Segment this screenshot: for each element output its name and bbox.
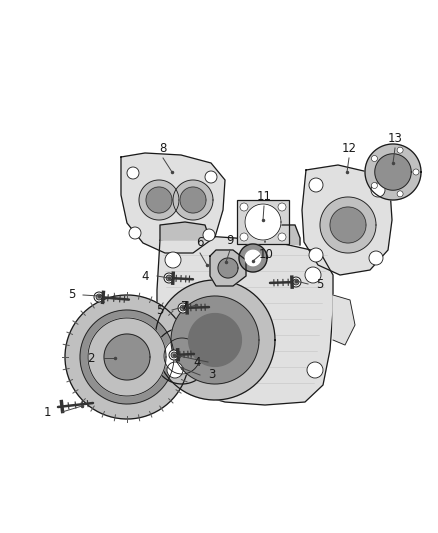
Circle shape [167,362,183,378]
Polygon shape [157,235,333,405]
Text: 5: 5 [68,288,76,302]
Text: 6: 6 [196,237,204,249]
Text: 10: 10 [258,248,273,262]
Polygon shape [375,154,411,190]
Circle shape [278,233,286,241]
Text: 5: 5 [156,303,164,317]
Circle shape [309,178,323,192]
Circle shape [129,227,141,239]
Polygon shape [210,250,246,286]
Circle shape [94,292,104,302]
Circle shape [165,252,181,268]
Polygon shape [189,313,241,366]
Text: 1: 1 [43,406,51,418]
Circle shape [171,352,177,358]
Polygon shape [239,244,267,272]
Polygon shape [160,222,210,240]
Circle shape [305,267,321,283]
Text: 2: 2 [87,351,95,365]
Text: 12: 12 [342,141,357,155]
Polygon shape [302,165,392,275]
Circle shape [240,233,248,241]
Text: 8: 8 [159,141,167,155]
Text: 4: 4 [193,356,201,368]
Circle shape [397,191,403,197]
Polygon shape [80,310,174,404]
Circle shape [369,251,383,265]
Polygon shape [154,328,210,384]
Circle shape [169,350,179,360]
Circle shape [178,303,188,313]
Text: 13: 13 [388,132,403,144]
Polygon shape [365,144,421,200]
Polygon shape [171,296,259,384]
Circle shape [127,167,139,179]
Polygon shape [245,251,261,265]
Circle shape [164,273,174,283]
Polygon shape [333,295,355,345]
Polygon shape [104,334,150,380]
Circle shape [205,171,217,183]
Polygon shape [237,200,289,244]
Circle shape [371,156,378,161]
Circle shape [278,203,286,211]
Circle shape [240,203,248,211]
Polygon shape [330,207,366,243]
Polygon shape [320,197,376,253]
Text: 4: 4 [141,270,149,282]
Polygon shape [146,187,172,213]
Text: 5: 5 [316,278,324,290]
Polygon shape [88,318,166,396]
Circle shape [203,229,215,241]
Polygon shape [164,338,200,374]
Circle shape [96,294,102,300]
Circle shape [309,248,323,262]
Text: 3: 3 [208,368,215,382]
Polygon shape [265,225,300,245]
Circle shape [397,147,403,153]
Polygon shape [218,258,238,278]
Text: 11: 11 [257,190,272,203]
Polygon shape [173,180,213,220]
Polygon shape [180,187,206,213]
Circle shape [307,362,323,378]
Polygon shape [121,153,225,253]
Text: 9: 9 [226,233,234,246]
Circle shape [371,183,385,197]
Circle shape [293,279,299,285]
Polygon shape [139,180,179,220]
Polygon shape [155,280,275,400]
Polygon shape [245,204,281,240]
Circle shape [291,277,301,287]
Text: 7: 7 [181,301,189,313]
Circle shape [371,182,378,189]
Circle shape [413,169,419,175]
Polygon shape [65,295,189,419]
Circle shape [166,275,172,281]
Circle shape [180,305,186,311]
